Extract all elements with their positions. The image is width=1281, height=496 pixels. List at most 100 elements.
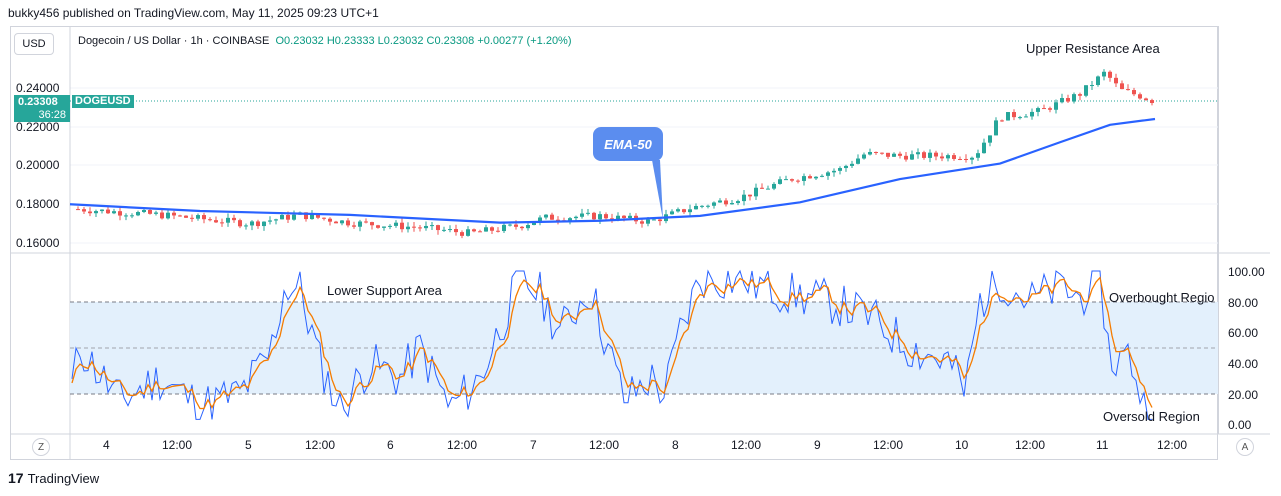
candle-body: [472, 229, 476, 232]
time-label: 12:00: [873, 438, 904, 452]
candle-body: [346, 220, 350, 226]
candle-body: [316, 214, 320, 218]
candle-body: [466, 229, 470, 236]
candle-body: [640, 221, 644, 224]
candle-body: [232, 217, 236, 221]
candle-body: [478, 231, 482, 233]
candle-body: [358, 221, 362, 227]
oversold-label: Oversold Region: [1103, 409, 1200, 424]
candle-body: [880, 152, 884, 154]
candle-body: [148, 210, 152, 214]
ema-callout: EMA-50: [593, 127, 663, 161]
candle-body: [1102, 71, 1106, 77]
candle-body: [994, 120, 998, 136]
candle-body: [856, 158, 860, 164]
ema-50-line: [69, 117, 1156, 224]
candle-body: [490, 227, 494, 231]
candle-body: [622, 215, 626, 219]
candle-body: [1144, 98, 1148, 101]
candle-body: [646, 219, 650, 224]
candle-body: [766, 188, 770, 190]
candle-body: [1000, 120, 1004, 122]
candle-body: [550, 214, 554, 220]
stoch-label: 40.00: [1228, 357, 1259, 371]
candle-body: [262, 221, 266, 227]
candle-body: [406, 226, 410, 230]
candle-body: [820, 175, 824, 177]
stoch-label: 100.00: [1228, 265, 1265, 279]
candle-body: [196, 215, 200, 219]
price-label: 0.20000: [16, 158, 60, 172]
candle-body: [220, 222, 224, 224]
candle-body: [166, 212, 170, 219]
time-label: 12:00: [162, 438, 193, 452]
candle-body: [124, 215, 128, 217]
candle-body: [286, 214, 290, 220]
grid: [70, 87, 1218, 244]
time-label: 12:00: [731, 438, 762, 452]
tradingview-icon: 17: [8, 470, 24, 486]
candle-body: [1066, 98, 1070, 102]
countdown-tag: 36:28: [14, 108, 70, 122]
zoom-button[interactable]: Z: [32, 438, 50, 456]
candle-body: [904, 155, 908, 160]
candle-body: [280, 214, 284, 220]
price-axis[interactable]: [1218, 26, 1270, 434]
candle-body: [826, 172, 830, 176]
candle-body: [304, 212, 308, 220]
stoch-label: 80.00: [1228, 296, 1259, 310]
candle-body: [670, 211, 674, 215]
candle-body: [496, 230, 500, 232]
candle-body: [790, 179, 794, 181]
candle-body: [502, 224, 506, 232]
price-label: 0.24000: [16, 81, 60, 95]
candle-body: [364, 221, 368, 223]
candle-body: [1138, 94, 1142, 99]
candle-body: [964, 158, 968, 160]
candle-body: [244, 225, 248, 227]
candle-body: [394, 222, 398, 226]
symbol-name: Dogecoin / US Dollar · 1h · COINBASE: [78, 35, 270, 47]
candle-body: [1090, 85, 1094, 87]
candle-body: [190, 217, 194, 219]
candle-body: [598, 214, 602, 220]
candle-body: [100, 209, 104, 212]
candle-body: [946, 155, 950, 159]
candle-body: [940, 156, 944, 159]
candle-body: [208, 219, 212, 221]
candle-body: [694, 205, 698, 210]
candle-body: [292, 214, 296, 220]
candle-body: [424, 225, 428, 229]
candle-body: [718, 200, 722, 203]
candle-body: [76, 209, 80, 211]
tradingview-logo: 17 TradingView: [8, 470, 99, 486]
currency-button[interactable]: USD: [14, 33, 54, 55]
candle-body: [172, 212, 176, 216]
candle-body: [700, 205, 704, 207]
candle-body: [868, 151, 872, 155]
candle-body: [508, 224, 512, 226]
candle-body: [412, 226, 416, 228]
stoch-label: 60.00: [1228, 326, 1259, 340]
candle-body: [802, 176, 806, 181]
candle-body: [400, 222, 404, 230]
candle-body: [928, 152, 932, 158]
candle-body: [778, 179, 782, 184]
ema-callout-pointer: [652, 160, 663, 220]
stoch-k-line: [71, 269, 1152, 420]
candle-body: [862, 154, 866, 159]
candle-body: [1006, 112, 1010, 121]
auto-scale-button[interactable]: A: [1236, 438, 1254, 456]
candle-body: [706, 205, 710, 207]
stoch-label: 0.00: [1228, 418, 1252, 432]
symbol-tag: DOGEUSD: [72, 95, 134, 108]
candle-body: [460, 232, 464, 236]
candle-body: [118, 211, 122, 216]
publish-credit: bukky456 published on TradingView.com, M…: [8, 6, 379, 20]
candle-body: [268, 220, 272, 222]
symbol-info: Dogecoin / US Dollar · 1h · COINBASE O0.…: [78, 35, 572, 47]
candle-body: [784, 179, 788, 181]
candle-body: [1108, 71, 1112, 78]
candle-body: [310, 214, 314, 220]
